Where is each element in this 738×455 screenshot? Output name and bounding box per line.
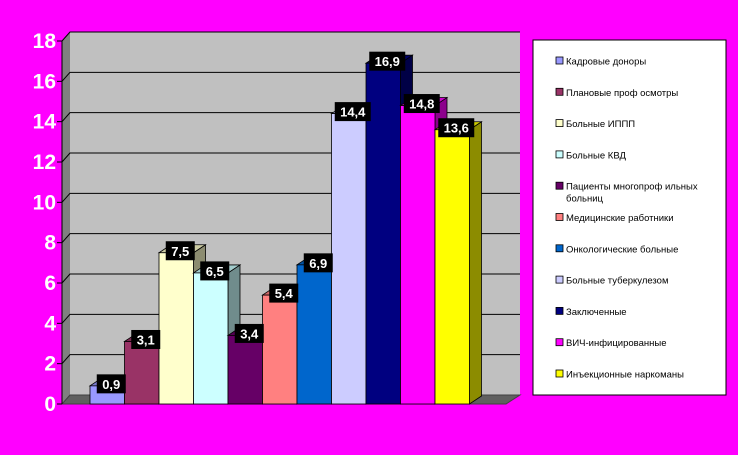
bar-front <box>193 272 229 405</box>
bar-front <box>124 341 160 405</box>
legend-label: Больные КВД <box>566 150 626 161</box>
data-label-box <box>403 94 440 114</box>
bars <box>88 54 483 405</box>
y-tick-label: 4 <box>44 312 56 335</box>
legend-item: Медицинские работники <box>555 213 674 224</box>
data-label-text: 0,9 <box>102 377 120 392</box>
legend-swatch <box>555 119 564 127</box>
bar-front <box>331 113 367 405</box>
legend-box <box>532 39 727 396</box>
y-tick-label: 18 <box>33 30 57 53</box>
data-label-box <box>303 253 333 273</box>
legend-item: Больные КВД <box>555 150 626 161</box>
data-label: 3,4 <box>234 323 264 343</box>
data-label: 6,5 <box>200 261 230 281</box>
data-label-box <box>165 241 195 261</box>
bar-front <box>400 105 436 405</box>
bar-side <box>469 120 482 405</box>
y-tick-label: 16 <box>33 70 56 93</box>
legend-label: Больные туберкулезом <box>566 276 669 287</box>
legend-label: Инъекционные наркоманы <box>566 370 684 381</box>
legend-item: Больные туберкулезом <box>555 275 669 287</box>
bar <box>433 120 483 405</box>
legend-label: ВИЧ-инфицированные <box>566 338 666 349</box>
data-labels: 0,9 3,1 7,5 6,5 3,4 5,4 6,9 14,4 16,9 14,8 13,6 <box>96 51 475 394</box>
legend: Кадровые доноры Плановые проф осмотры Боль… <box>532 39 727 396</box>
data-label-text: 13,6 <box>444 121 469 136</box>
data-label-box <box>269 283 299 303</box>
data-label: 16,9 <box>369 51 406 71</box>
data-label-text: 14,4 <box>340 105 366 120</box>
legend-swatch <box>555 275 564 284</box>
bar-front <box>365 62 401 405</box>
data-label: 0,9 <box>96 374 126 394</box>
data-label-box <box>369 51 406 71</box>
data-label: 7,5 <box>165 241 195 261</box>
legend-swatch <box>555 306 564 315</box>
legend-label: Кадровые доноры <box>566 57 646 68</box>
y-tick-label: 14 <box>33 111 57 134</box>
bar-front <box>296 264 332 405</box>
legend-label: Медицинские работники <box>566 213 674 224</box>
legend-swatch <box>555 150 564 159</box>
data-label-text: 16,9 <box>375 54 400 69</box>
legend-label: Пациенты многопроф ильных <box>566 182 698 193</box>
legend-swatch <box>555 87 564 96</box>
legend-swatch <box>555 369 564 378</box>
data-label-box <box>200 261 230 281</box>
data-label-text: 6,5 <box>206 264 224 279</box>
legend-item: Инъекционные наркоманы <box>555 369 684 381</box>
data-label: 13,6 <box>438 118 475 138</box>
gridline <box>61 31 520 42</box>
data-label: 14,8 <box>403 94 440 114</box>
legend-item: ВИЧ-инфицированные <box>555 338 666 349</box>
data-label-box <box>438 118 475 138</box>
data-label-text: 14,8 <box>409 97 434 112</box>
y-tick-label: 0 <box>44 393 56 416</box>
bar-front <box>262 294 298 405</box>
legend-item: Плановые проф осмотры <box>555 87 678 99</box>
y-tick-label: 2 <box>44 353 56 376</box>
bar-front <box>227 335 263 405</box>
data-label: 3,1 <box>131 329 161 349</box>
y-axis: 0 2 4 6 8 10 12 14 16 18 <box>33 30 63 416</box>
legend-swatch <box>555 244 564 253</box>
data-label-text: 3,4 <box>240 326 259 341</box>
data-label-box <box>96 374 126 394</box>
bar-front <box>158 252 194 405</box>
bar-front <box>434 129 470 405</box>
legend-swatch <box>555 338 564 347</box>
data-label-text: 6,9 <box>309 256 327 271</box>
legend-swatch <box>555 56 564 65</box>
data-label-text: 3,1 <box>137 332 155 347</box>
legend-label: Заключенные <box>566 307 627 318</box>
data-label-box <box>234 323 264 343</box>
side-wall <box>62 32 70 404</box>
legend-label: Больные ИППП <box>566 119 635 130</box>
legend-item: Больные ИППП <box>555 119 635 130</box>
y-tick-label: 8 <box>44 232 56 255</box>
y-tick-label: 12 <box>33 151 56 174</box>
legend-swatch <box>555 213 564 221</box>
legend-swatch <box>555 181 564 190</box>
legend-label: больниц <box>566 194 604 205</box>
data-label-box <box>334 102 371 122</box>
data-label-text: 7,5 <box>171 244 189 259</box>
data-label: 5,4 <box>269 283 299 303</box>
legend-item: Заключенные <box>555 306 627 318</box>
data-label: 6,9 <box>303 253 333 273</box>
data-label: 14,4 <box>334 102 371 122</box>
legend-label: Онкологические больные <box>566 244 678 255</box>
legend-item: Кадровые доноры <box>555 56 646 68</box>
legend-label: Плановые проф осмотры <box>566 88 678 99</box>
data-label-box <box>131 329 161 349</box>
y-tick-label: 6 <box>44 272 56 295</box>
y-tick-label: 10 <box>33 191 56 214</box>
legend-item: Онкологические больные <box>555 244 678 255</box>
data-label-text: 5,4 <box>275 286 294 301</box>
